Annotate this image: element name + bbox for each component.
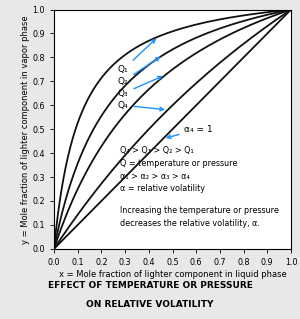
- Text: Q₄: Q₄: [118, 101, 164, 111]
- Text: α₄ = 1: α₄ = 1: [167, 125, 213, 138]
- Text: Q₂: Q₂: [118, 57, 159, 86]
- Text: EFFECT OF TEMPERATURE OR PRESSURE: EFFECT OF TEMPERATURE OR PRESSURE: [48, 281, 252, 290]
- Text: Increasing the temperature or pressure
decreases the relative volatility, α.: Increasing the temperature or pressure d…: [120, 206, 279, 227]
- X-axis label: x = Mole fraction of lighter component in liquid phase: x = Mole fraction of lighter component i…: [58, 270, 286, 278]
- Text: Q₁: Q₁: [118, 40, 155, 74]
- Text: ON RELATIVE VOLATILITY: ON RELATIVE VOLATILITY: [86, 300, 214, 309]
- Y-axis label: y = Mole fraction of lighter component in vapor phase: y = Mole fraction of lighter component i…: [21, 15, 30, 243]
- Text: Q₃: Q₃: [118, 77, 161, 98]
- Text: Q₄ > Q₃ > Q₂ > Q₁
Q = temperature or pressure
α₁ > α₂ > α₃ > α₄
α = relative vol: Q₄ > Q₃ > Q₂ > Q₁ Q = temperature or pre…: [120, 146, 238, 194]
